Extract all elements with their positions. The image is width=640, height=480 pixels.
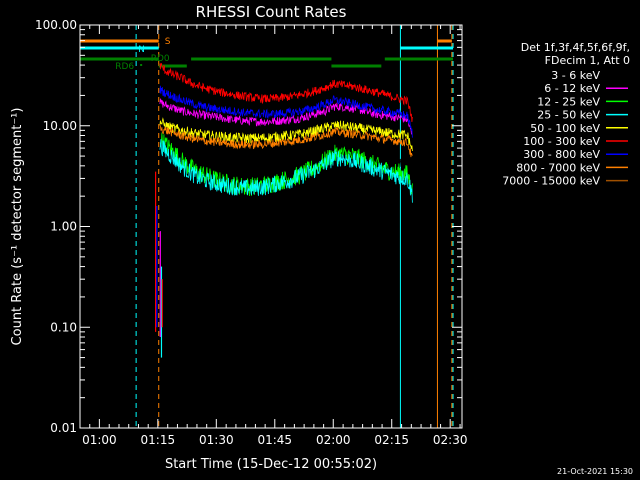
legend-label-6: 300 - 800 keV — [523, 148, 600, 161]
legend-label-2: 12 - 25 keV — [537, 95, 600, 108]
legend-label-5: 100 - 300 keV — [523, 135, 600, 148]
legend-header-line-0: Det 1f,3f,4f,5f,6f,9f, — [521, 41, 630, 54]
series-line-800-7000keV — [159, 124, 413, 158]
y-tick-label-3: 0.10 — [50, 320, 77, 334]
x-tick-label-5: 02:15 — [374, 433, 409, 447]
x-tick-label-0: 01:00 — [82, 433, 117, 447]
legend-label-4: 50 - 100 keV — [530, 122, 600, 135]
flag-label-s: S — [165, 37, 171, 47]
y-tick-label-0: 100.00 — [35, 18, 77, 32]
chart-title: RHESSI Count Rates — [196, 3, 347, 21]
legend-label-1: 6 - 12 keV — [544, 82, 600, 95]
legend-label-3: 25 - 50 keV — [537, 109, 600, 122]
series-line-300-800keV — [159, 85, 413, 138]
series-line-6-12keV — [159, 98, 413, 135]
legend-label-0: 3 - 6 keV — [551, 69, 600, 82]
y-axis-label: Count Rate (s⁻¹ detector segment⁻¹) — [10, 108, 25, 346]
y-tick-label-2: 1.00 — [50, 220, 77, 234]
series-line-3-6keV — [159, 105, 413, 193]
series-line-12-25keV — [159, 132, 413, 197]
series-line-25-50keV — [159, 139, 413, 203]
legend-label-8: 7000 - 15000 keV — [502, 175, 600, 188]
x-tick-label-4: 02:00 — [316, 433, 351, 447]
series-line-100-300keV — [159, 62, 413, 123]
flag-label-rd0: RD0 — [151, 54, 170, 64]
x-axis-label: Start Time (15-Dec-12 00:55:02) — [165, 457, 377, 472]
flag-label-n: N — [138, 45, 145, 55]
plot-frame — [79, 24, 463, 429]
x-tick-label-3: 01:45 — [257, 433, 292, 447]
series-line-50-100keV — [159, 117, 413, 152]
legend-label-7: 800 - 7000 keV — [516, 161, 600, 174]
flag-label-rd6: RD6 — [115, 62, 134, 72]
x-tick-label-1: 01:15 — [141, 433, 176, 447]
y-tick-label-4: 0.01 — [50, 421, 77, 435]
legend-header-line-1: FDecim 1, Att 0 — [545, 54, 630, 67]
rd6-dot-marker — [140, 64, 143, 66]
y-tick-label-1: 10.00 — [43, 119, 77, 133]
x-tick-label-6: 02:30 — [433, 433, 468, 447]
x-tick-label-2: 01:30 — [199, 433, 234, 447]
timestamp-label: 21-Oct-2021 15:30 — [557, 467, 633, 476]
